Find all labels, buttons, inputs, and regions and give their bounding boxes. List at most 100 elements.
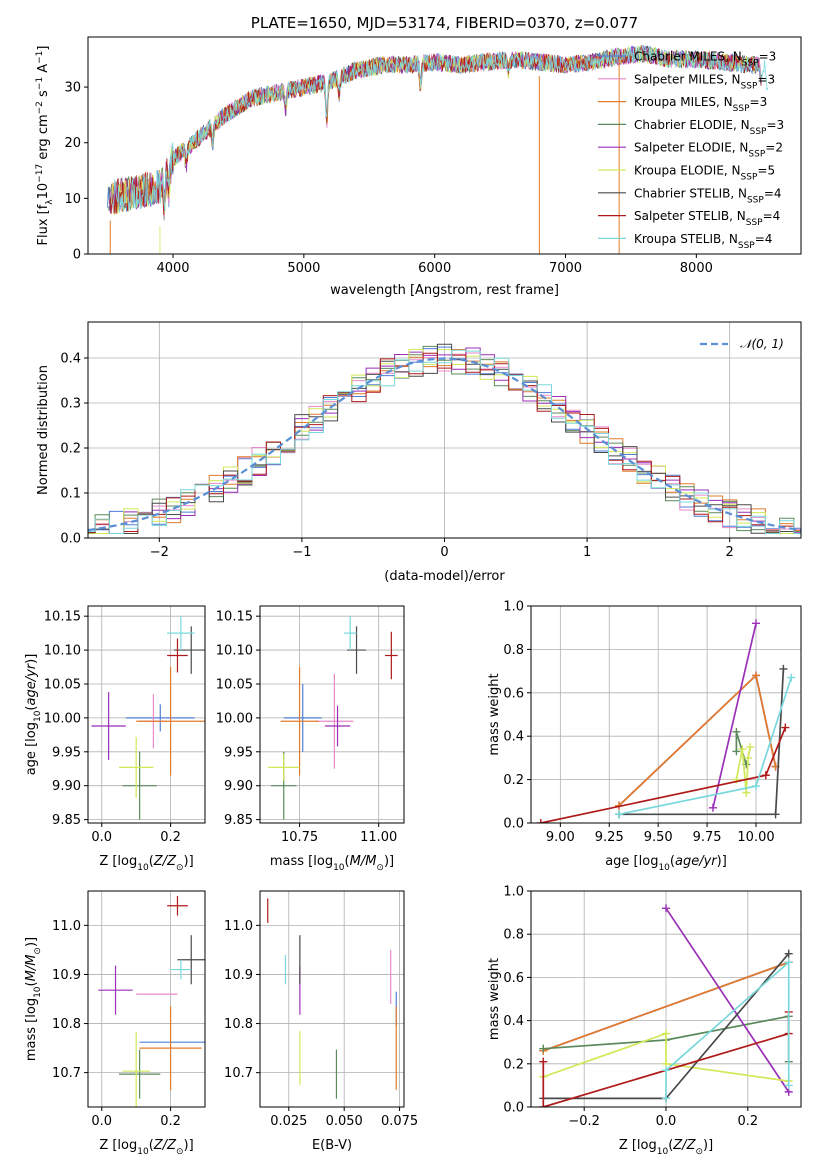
y-tick-label: 10 — [64, 192, 81, 207]
y-tick-label: 10.7 — [224, 1066, 253, 1081]
x-tick-label: 5000 — [287, 261, 320, 276]
x-tick-label: 0.0 — [91, 1114, 112, 1129]
y-tick-label: 0 — [73, 248, 81, 263]
y-tick-label: 0.8 — [503, 928, 524, 943]
y-tick-label: 9.85 — [224, 813, 253, 828]
y-tick-label: 0.0 — [60, 532, 81, 547]
x-tick-label: −0.2 — [568, 1114, 600, 1129]
label-part: =3 — [757, 72, 775, 86]
weight-marker — [752, 619, 760, 628]
label-part: Chabrier ELODIE, N — [634, 118, 750, 132]
y-tick-label: 9.95 — [52, 745, 81, 760]
label-part: )] — [24, 654, 39, 664]
label-part: SSP — [747, 195, 764, 205]
label-part: SSP — [746, 218, 763, 228]
legend-entry: Chabrier ELODIE, NSSP=3 — [634, 118, 784, 137]
axes-frame — [87, 890, 206, 1108]
weight-line — [543, 961, 789, 1052]
label-part: 10 — [33, 710, 43, 722]
weight-line — [665, 907, 790, 1093]
weight-line — [618, 677, 793, 816]
x-tick-label: 11.00 — [360, 830, 397, 845]
x-tick-label: 0.0 — [656, 1114, 677, 1129]
error-point-kroupa-elodie — [267, 753, 300, 781]
weight-marker — [779, 664, 788, 673]
label-part: ( — [668, 1138, 673, 1153]
label-part: 10 — [137, 863, 149, 873]
y-tick-label: 0.3 — [60, 397, 81, 412]
weight-line — [712, 623, 757, 808]
weight-marker — [784, 949, 793, 958]
histogram-chabrier-stelib — [88, 343, 801, 534]
error-point-kroupa-stelib — [170, 959, 192, 980]
x-tick-label: 9.00 — [546, 830, 575, 845]
weight-marker — [744, 753, 753, 762]
label-part: mass [log — [24, 998, 39, 1061]
error-point-salpeter-elodie — [91, 692, 126, 760]
x-tick-label: 0.050 — [326, 1114, 363, 1129]
y-axis-label: mass weight — [487, 673, 502, 755]
axes-weight_vs_age: 9.00 9.25 9.50 9.75 10.00 0.0 0.2 0.4 0.6 0.8 1.0 — [503, 600, 802, 845]
axes-frame — [259, 890, 405, 1108]
label-part: mass [log — [270, 854, 333, 869]
y-tick-label: 0.8 — [503, 643, 524, 658]
plot-area — [98, 895, 205, 1107]
error-point-chabrier-stelib — [177, 935, 205, 985]
error-point-salpeter-elodie — [324, 705, 351, 747]
x-axis-label: (data-model)/error — [384, 569, 505, 584]
error-point-chabrier-miles — [283, 683, 322, 752]
y-tick-label: 10.00 — [44, 711, 81, 726]
y-tick-label: 10.8 — [52, 1017, 81, 1032]
label-part: )] — [184, 854, 194, 869]
label-part: Z/Z — [153, 854, 177, 869]
error-point-chabrier-elodie — [118, 1049, 161, 1099]
plot-area — [539, 904, 793, 1107]
label-part: 10 — [333, 863, 345, 873]
legend-entry: Chabrier MILES, NSSP=3 — [634, 50, 776, 69]
plot-area — [536, 619, 796, 823]
label-part: =4 — [764, 186, 782, 200]
axes-age_vs_Z: 0.0 0.2 9.85 9.90 9.95 10.00 10.05 10.10 10.15 — [44, 605, 206, 845]
weight-marker — [662, 1094, 670, 1103]
label-part: Salpeter ELODIE, N — [634, 141, 748, 155]
label-part: M/M — [350, 854, 377, 869]
x-axis-label: E(B-V) — [312, 1138, 352, 1153]
error-point-kroupa-stelib — [343, 616, 357, 651]
axes-mass_vs_Z: 0.0 0.2 10.7 10.8 10.9 11.0 — [52, 890, 206, 1129]
error-point-salpeter-stelib — [167, 638, 188, 673]
plot-area — [88, 343, 801, 534]
error-point-kroupa-stelib — [167, 616, 195, 651]
label-part: =4 — [755, 232, 773, 246]
label-part: ⊙ — [176, 1147, 184, 1157]
weight-marker — [784, 958, 793, 967]
y-tick-label: 0.4 — [503, 730, 524, 745]
y-tick-label: 10.10 — [44, 644, 81, 659]
label-part: erg cm — [36, 114, 51, 163]
y-axis-label: age [log10(age/yr)] — [24, 654, 43, 776]
x-tick-label: 10.75 — [281, 830, 318, 845]
label-part: λ — [45, 199, 55, 205]
y-tick-label: 0.2 — [503, 773, 524, 788]
error-point-kroupa-miles — [136, 667, 205, 776]
x-tick-label: 0.025 — [270, 1114, 307, 1129]
label-part: ] — [36, 46, 51, 51]
plot-area — [267, 898, 397, 1099]
y-tick-label: 10.05 — [216, 677, 253, 692]
weight-marker — [752, 671, 760, 680]
y-axis-label: mass weight — [487, 958, 502, 1040]
y-tick-label: 10.10 — [216, 644, 253, 659]
y-tick-label: 1.0 — [503, 600, 524, 615]
error-point-salpeter-miles — [315, 673, 354, 769]
weight-line — [543, 1032, 789, 1082]
axes-frame — [87, 36, 802, 255]
label-part: −1 — [35, 77, 45, 90]
label-part: Z [log — [99, 1138, 137, 1153]
label-part: Salpeter STELIB, N — [634, 209, 746, 223]
weight-line — [540, 727, 787, 823]
weight-marker — [752, 782, 760, 791]
x-tick-label: 4000 — [156, 261, 189, 276]
plot-area — [91, 616, 205, 820]
weight-series-kroupa-elodie — [732, 743, 755, 797]
y-tick-label: 10.9 — [52, 968, 81, 983]
x-tick-label: 0.2 — [160, 1114, 181, 1129]
